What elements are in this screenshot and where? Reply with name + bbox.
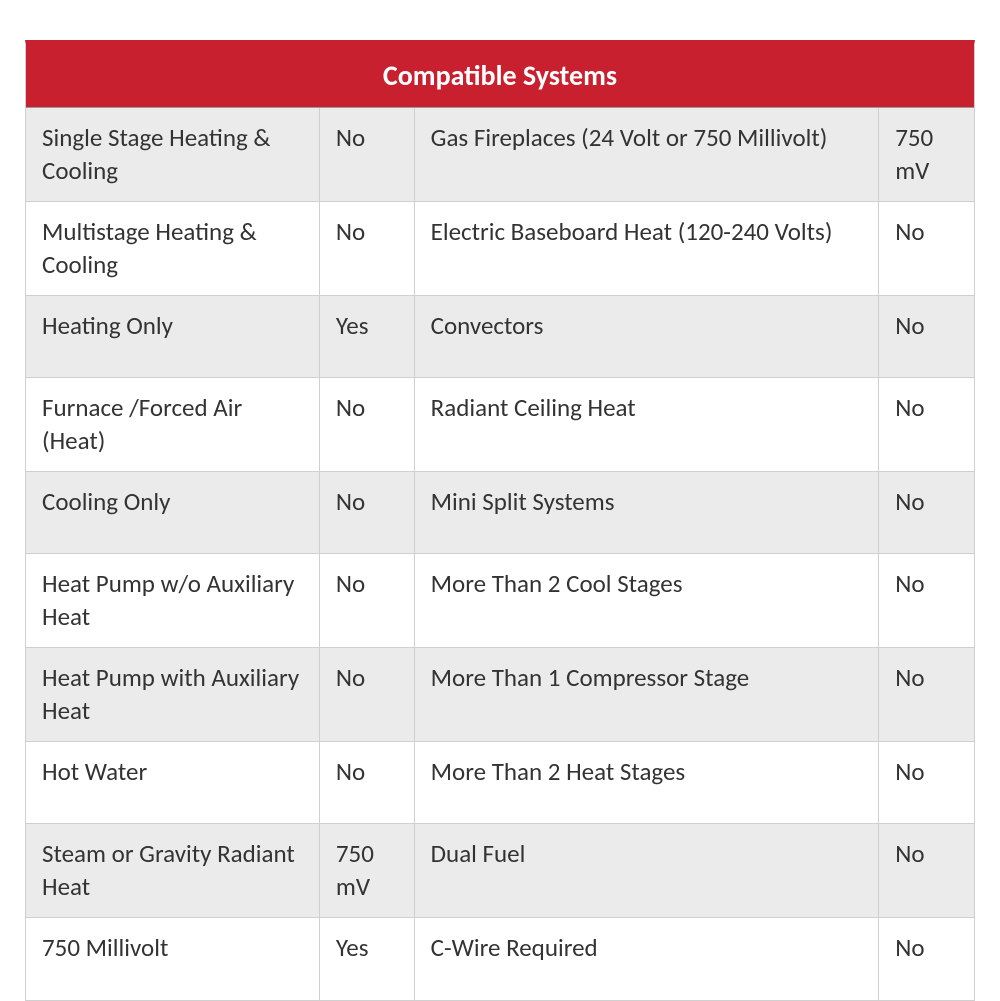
table-row: Heat Pump with Auxiliary Heat No More Th…	[26, 648, 974, 742]
row-left-label: 750 Millivolt	[26, 918, 320, 1000]
row-right-value: No	[879, 554, 974, 647]
row-right-value: No	[879, 742, 974, 823]
row-right-value: 750 mV	[879, 108, 974, 201]
row-right-value: No	[879, 472, 974, 553]
row-left-label: Hot Water	[26, 742, 320, 823]
row-left-label: Furnace /Forced Air (Heat)	[26, 378, 320, 471]
row-right-label: Dual Fuel	[415, 824, 880, 917]
table-row: 750 Millivolt Yes C-Wire Required No	[26, 918, 974, 1000]
row-right-label: Electric Baseboard Heat (120-240 Volts)	[415, 202, 880, 295]
table-row: Heat Pump w/o Auxiliary Heat No More Tha…	[26, 554, 974, 648]
row-right-value: No	[879, 918, 974, 1000]
row-right-value: No	[879, 202, 974, 295]
row-left-value: 750 mV	[320, 824, 415, 917]
row-left-value: Yes	[320, 296, 415, 377]
row-right-value: No	[879, 378, 974, 471]
row-right-label: More Than 2 Cool Stages	[415, 554, 880, 647]
row-left-value: No	[320, 742, 415, 823]
row-left-value: Yes	[320, 918, 415, 1000]
row-right-value: No	[879, 824, 974, 917]
row-right-value: No	[879, 648, 974, 741]
row-left-label: Heating Only	[26, 296, 320, 377]
row-left-label: Cooling Only	[26, 472, 320, 553]
row-right-label: Convectors	[415, 296, 880, 377]
row-right-label: C-Wire Required	[415, 918, 880, 1000]
row-right-label: Mini Split Systems	[415, 472, 880, 553]
row-right-label: More Than 2 Heat Stages	[415, 742, 880, 823]
table-row: Multistage Heating & Cooling No Electric…	[26, 202, 974, 296]
row-right-value: No	[879, 296, 974, 377]
row-right-label: Radiant Ceiling Heat	[415, 378, 880, 471]
table-title: Compatible Systems	[26, 44, 974, 108]
row-left-value: No	[320, 648, 415, 741]
row-left-value: No	[320, 554, 415, 647]
table-row: Cooling Only No Mini Split Systems No	[26, 472, 974, 554]
row-left-label: Heat Pump with Auxiliary Heat	[26, 648, 320, 741]
row-left-value: No	[320, 472, 415, 553]
row-left-value: No	[320, 202, 415, 295]
table-row: Hot Water No More Than 2 Heat Stages No	[26, 742, 974, 824]
compatible-systems-table: Compatible Systems Single Stage Heating …	[25, 40, 975, 1001]
row-left-value: No	[320, 378, 415, 471]
row-left-label: Steam or Gravity Radiant Heat	[26, 824, 320, 917]
table-row: Single Stage Heating & Cooling No Gas Fi…	[26, 108, 974, 202]
row-left-value: No	[320, 108, 415, 201]
row-left-label: Multistage Heating & Cooling	[26, 202, 320, 295]
row-left-label: Single Stage Heating & Cooling	[26, 108, 320, 201]
table-row: Furnace /Forced Air (Heat) No Radiant Ce…	[26, 378, 974, 472]
row-left-label: Heat Pump w/o Auxiliary Heat	[26, 554, 320, 647]
row-right-label: More Than 1 Compressor Stage	[415, 648, 880, 741]
table-row: Heating Only Yes Convectors No	[26, 296, 974, 378]
table-row: Steam or Gravity Radiant Heat 750 mV Dua…	[26, 824, 974, 918]
row-right-label: Gas Fireplaces (24 Volt or 750 Millivolt…	[415, 108, 880, 201]
